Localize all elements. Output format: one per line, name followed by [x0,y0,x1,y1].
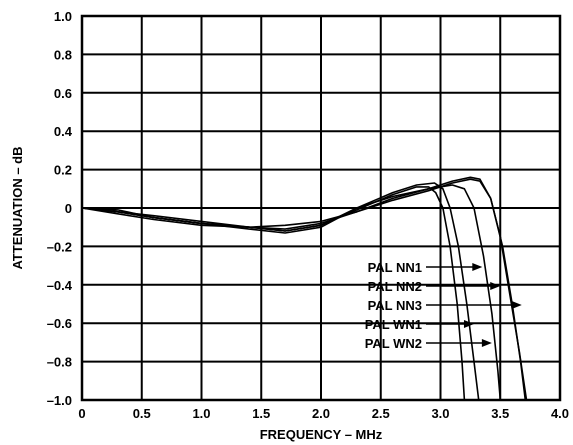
y-tick-label: 0.8 [54,47,72,62]
y-tick-label: 0 [65,201,72,216]
y-tick-label: –0.4 [47,278,73,293]
x-tick-label: 0 [78,406,85,421]
legend-arrow-head [463,320,474,328]
y-tick-label: –0.2 [47,239,72,254]
x-tick-labels: 0 0.5 1.0 1.5 2.0 2.5 3.0 3.5 4.0 [78,406,569,421]
legend-label-pal-nn1: PAL NN1 [368,260,422,275]
x-tick-label: 0.5 [133,406,151,421]
x-tick-label: 1.0 [192,406,210,421]
x-axis-label: FREQUENCY – MHz [260,427,383,442]
legend-arrow-head [472,263,483,271]
y-tick-label: –1.0 [47,393,72,408]
legend-label-pal-wn1: PAL WN1 [365,317,422,332]
legend-label-pal-wn2: PAL WN2 [365,336,422,351]
x-tick-label: 3.5 [491,406,509,421]
series-line-pal-nn2 [81,184,502,401]
y-tick-label: –0.8 [47,355,72,370]
grid [81,15,561,401]
x-tick-label: 2.5 [372,406,390,421]
legend-label-pal-nn2: PAL NN2 [368,279,422,294]
y-tick-label: –0.6 [47,316,72,331]
plot-frame [80,14,562,402]
legend-arrow-head [511,301,522,309]
y-tick-label: 0.6 [54,86,72,101]
y-axis-label: ATTENUATION – dB [10,146,25,269]
legend-arrow-head [490,282,501,290]
y-tick-labels: 1.0 0.8 0.6 0.4 0.2 0 –0.2 –0.4 –0.6 –0.8 –1.0 [47,9,73,408]
x-tick-label: 4.0 [551,406,569,421]
series-group [81,176,528,401]
series-line-pal-nn3 [81,178,528,401]
series-line-pal-wn1 [81,186,466,401]
y-tick-label: 0.2 [54,163,72,178]
series-line-pal-wn2 [81,176,527,401]
legend-arrow-head [481,339,492,347]
legend-group: PAL NN1 PAL NN2 PAL NN3 PAL WN1 PAL WN2 [365,260,522,351]
y-tick-label: 0.4 [54,124,73,139]
legend-label-pal-nn3: PAL NN3 [368,298,422,313]
y-tick-label: 1.0 [54,9,72,24]
x-tick-label: 2.0 [312,406,330,421]
x-tick-label: 1.5 [252,406,270,421]
x-tick-label: 3.0 [431,406,449,421]
